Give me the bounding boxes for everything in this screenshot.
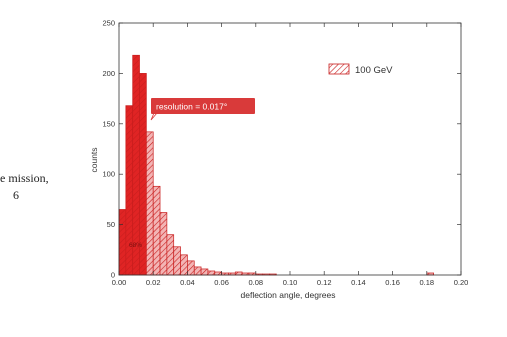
inside-percent-label: 68% — [129, 242, 142, 249]
y-tick-label: 250 — [102, 19, 115, 28]
x-tick-label: 0.04 — [180, 278, 195, 287]
x-axis-label: deflection angle, degrees — [241, 290, 336, 300]
histogram-bar-hatch — [159, 212, 168, 276]
annotation-text: resolution = 0.017° — [156, 102, 227, 112]
x-tick-label: 0.20 — [454, 278, 469, 287]
side-caption-line2: 6 — [13, 188, 19, 202]
histogram-bar-hatch — [152, 185, 161, 276]
histogram-bar-hatch — [234, 271, 243, 276]
x-tick-label: 0.06 — [214, 278, 229, 287]
side-caption: e mission, 6 — [0, 170, 80, 204]
histogram-bar-hatch — [146, 131, 154, 276]
histogram-bar-hatch — [193, 266, 202, 276]
x-tick-label: 0.10 — [283, 278, 298, 287]
x-tick-label: 0.18 — [419, 278, 434, 287]
y-tick-label: 100 — [102, 170, 115, 179]
ticks-layer: 0.00 0.02 0.04 0.06 0.08 0.10 0.12 0.14 0.16 0.18… — [102, 19, 468, 288]
x-tick-label: 0.00 — [112, 278, 127, 287]
legend-swatch — [328, 63, 350, 75]
histogram-bar-hatch — [187, 260, 195, 276]
x-tick-label: 0.16 — [385, 278, 400, 287]
y-tick-label: 150 — [102, 119, 115, 128]
resolution-annotation: resolution = 0.017° — [150, 98, 255, 121]
histogram-figure: 0.00 0.02 0.04 0.06 0.08 0.10 0.12 0.14 0.16 0.18… — [83, 8, 478, 313]
y-tick-label: 200 — [102, 69, 115, 78]
x-tick-label: 0.08 — [248, 278, 263, 287]
histogram-bar-hatch — [125, 105, 134, 276]
histogram-bar-hatch — [207, 270, 216, 276]
y-tick-label: 50 — [107, 220, 115, 229]
x-tick-label: 0.14 — [351, 278, 366, 287]
histogram-bar-hatch — [118, 209, 127, 276]
histogram-bar-hatch — [173, 246, 181, 276]
side-caption-line1: e mission, — [0, 171, 49, 185]
histogram-bar-hatch — [200, 268, 209, 276]
histogram-chart: 0.00 0.02 0.04 0.06 0.08 0.10 0.12 0.14 0.16 0.18… — [83, 8, 478, 313]
y-axis-label: counts — [89, 147, 99, 172]
y-tick-label: 0 — [111, 271, 115, 280]
legend-label: 100 GeV — [355, 65, 393, 76]
x-tick-label: 0.02 — [146, 278, 161, 287]
histogram-bar-hatch — [166, 234, 175, 276]
annotation-box — [151, 98, 255, 114]
histogram-bar-hatch — [214, 271, 222, 276]
histogram-bar-hatch — [180, 254, 188, 276]
x-tick-label: 0.12 — [317, 278, 332, 287]
legend: 100 GeV — [328, 63, 393, 76]
